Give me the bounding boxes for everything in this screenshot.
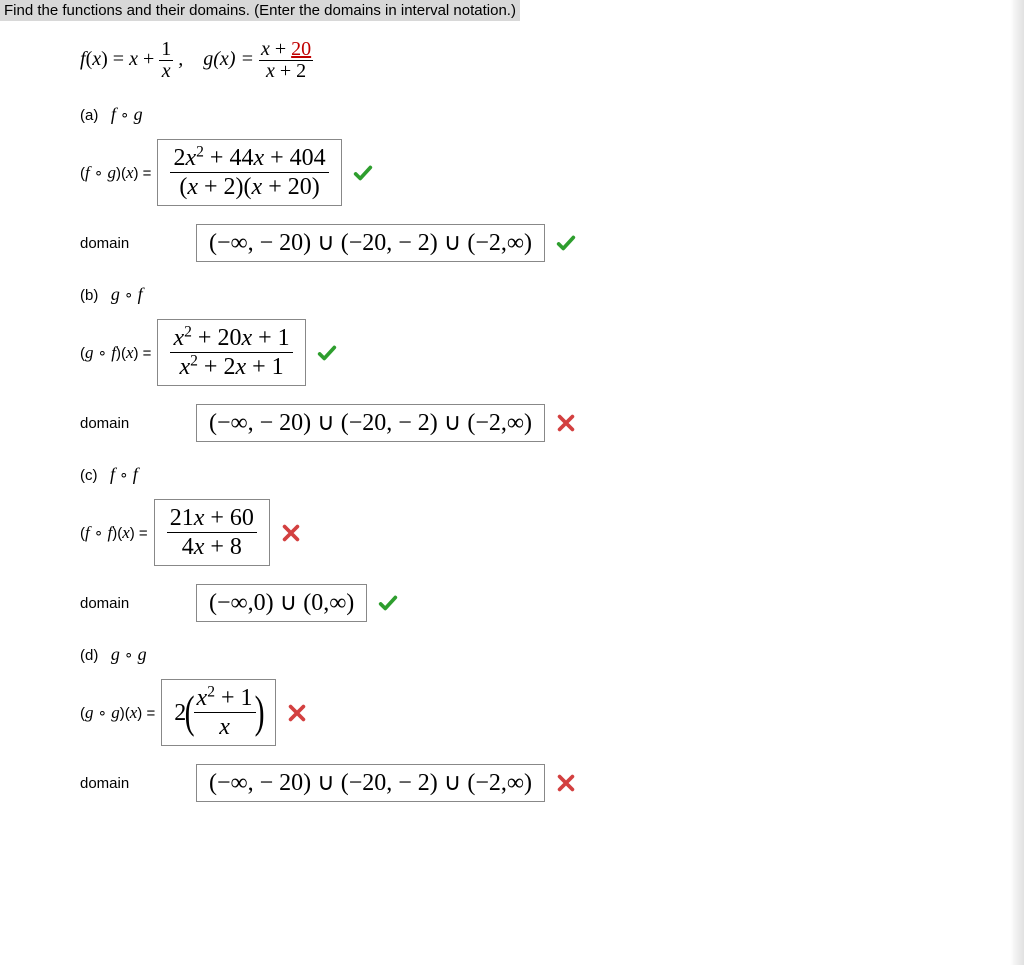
g-frac-den: x + 2	[259, 61, 313, 82]
part-d-domain-label: domain	[80, 775, 190, 792]
question-body: f(x) = x + 1 x , g(x) = x + 20 x + 2 (a)…	[0, 21, 1024, 840]
question-prompt: Find the functions and their domains. (E…	[0, 0, 520, 21]
part-b-expr-lhs: (g ∘ f)(x) =	[80, 343, 151, 363]
right-paren: )	[254, 694, 264, 731]
f-def-frac: 1 x	[159, 39, 173, 82]
g-frac-num: x + 20	[259, 39, 313, 61]
part-a-expr-lhs: (f ∘ g)(x) =	[80, 163, 151, 183]
part-d-domain-row: domain (−∞, − 20) ∪ (−20, − 2) ∪ (−2,∞)	[80, 764, 1024, 802]
part-d-domain-answer[interactable]: (−∞, − 20) ∪ (−20, − 2) ∪ (−2,∞)	[196, 764, 545, 802]
part-c-label: (c) f ∘ f	[80, 464, 1024, 485]
g-num-emphasis: 20	[291, 38, 311, 60]
part-a-expr-den: (x + 2)(x + 20)	[170, 173, 328, 199]
part-a-expr-answer[interactable]: 2x2 + 44x + 404 (x + 2)(x + 20)	[157, 139, 341, 206]
left-paren: (	[185, 694, 195, 731]
part-a-expression-row: (f ∘ g)(x) = 2x2 + 44x + 404 (x + 2)(x +…	[80, 139, 1024, 206]
cross-icon	[286, 702, 308, 724]
f-frac-num: 1	[159, 39, 173, 61]
part-b-expr-num: x2 + 20x + 1	[170, 326, 292, 353]
part-c-domain-answer[interactable]: (−∞,0) ∪ (0,∞)	[196, 584, 367, 622]
part-c-expr-den: 4x + 8	[167, 533, 257, 559]
part-d-expression-row: (g ∘ g)(x) = 2 ( x2 + 1 x )	[80, 679, 1024, 746]
part-a-label: (a) f ∘ g	[80, 104, 1024, 125]
part-d-expr-num: x2 + 1	[194, 686, 256, 713]
cross-icon	[555, 412, 577, 434]
cross-icon	[280, 522, 302, 544]
separator: ,	[178, 48, 198, 70]
part-c-expr-answer[interactable]: 21x + 60 4x + 8	[154, 499, 270, 566]
part-d-expr-den: x	[194, 713, 256, 739]
part-a-domain-row: domain (−∞, − 20) ∪ (−20, − 2) ∪ (−2,∞)	[80, 224, 1024, 262]
part-c-expression-row: (f ∘ f)(x) = 21x + 60 4x + 8	[80, 499, 1024, 566]
part-d-label: (d) g ∘ g	[80, 644, 1024, 665]
g-def-frac: x + 20 x + 2	[259, 39, 313, 82]
part-b-expr-den: x2 + 2x + 1	[170, 353, 292, 379]
cross-icon	[555, 772, 577, 794]
function-definitions: f(x) = x + 1 x , g(x) = x + 20 x + 2	[80, 39, 1024, 82]
part-c-expr-num: 21x + 60	[167, 506, 257, 533]
part-c-expr-lhs: (f ∘ f)(x) =	[80, 523, 148, 543]
check-icon	[555, 232, 577, 254]
part-b-domain-label: domain	[80, 415, 190, 432]
f-def-lhs: f(x) = x +	[80, 48, 159, 70]
check-icon	[316, 342, 338, 364]
part-b-expr-answer[interactable]: x2 + 20x + 1 x2 + 2x + 1	[157, 319, 305, 386]
part-b-expression-row: (g ∘ f)(x) = x2 + 20x + 1 x2 + 2x + 1	[80, 319, 1024, 386]
part-b-domain-answer[interactable]: (−∞, − 20) ∪ (−20, − 2) ∪ (−2,∞)	[196, 404, 545, 442]
f-frac-den: x	[159, 61, 173, 82]
part-a-domain-answer[interactable]: (−∞, − 20) ∪ (−20, − 2) ∪ (−2,∞)	[196, 224, 545, 262]
part-c-domain-row: domain (−∞,0) ∪ (0,∞)	[80, 584, 1024, 622]
part-a-expr-num: 2x2 + 44x + 404	[170, 146, 328, 173]
check-icon	[352, 162, 374, 184]
part-a-domain-label: domain	[80, 235, 190, 252]
g-def-lhs: g(x) =	[203, 48, 259, 70]
part-d-expr-answer[interactable]: 2 ( x2 + 1 x )	[161, 679, 276, 746]
part-b-domain-row: domain (−∞, − 20) ∪ (−20, − 2) ∪ (−2,∞)	[80, 404, 1024, 442]
part-d-expr-lhs: (g ∘ g)(x) =	[80, 703, 155, 723]
check-icon	[377, 592, 399, 614]
part-c-domain-label: domain	[80, 595, 190, 612]
part-b-label: (b) g ∘ f	[80, 284, 1024, 305]
